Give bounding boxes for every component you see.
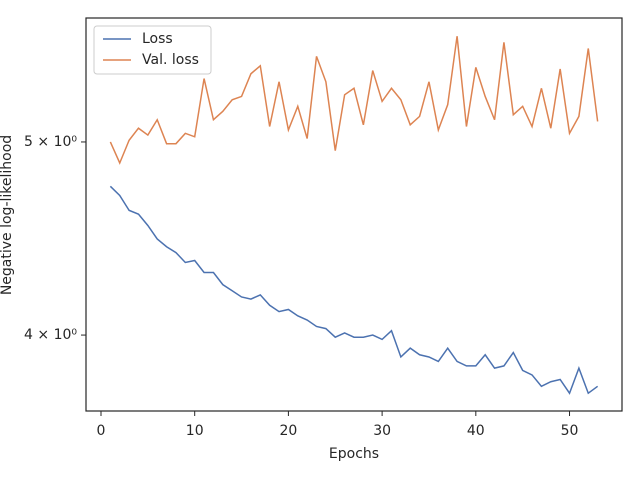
y-tick-label: 4 × 10⁰ <box>24 327 77 343</box>
legend-box <box>93 25 212 75</box>
x-tick-label: 50 <box>561 423 579 439</box>
legend-label: Val. loss <box>142 52 199 68</box>
x-tick-label: 10 <box>186 423 204 439</box>
x-tick-label: 40 <box>467 423 485 439</box>
x-tick-label: 30 <box>373 423 391 439</box>
plot-frame <box>85 17 623 412</box>
x-tick-label: 0 <box>97 423 106 439</box>
line-series <box>109 185 599 395</box>
y-tick-label: 5 × 10⁰ <box>24 134 77 150</box>
x-tick-label: 20 <box>279 423 297 439</box>
x-axis-label: Epochs <box>329 446 379 462</box>
line-series <box>109 36 599 165</box>
y-axis-label: Negative log-likelihood <box>0 135 15 295</box>
legend-label: Loss <box>142 31 173 47</box>
